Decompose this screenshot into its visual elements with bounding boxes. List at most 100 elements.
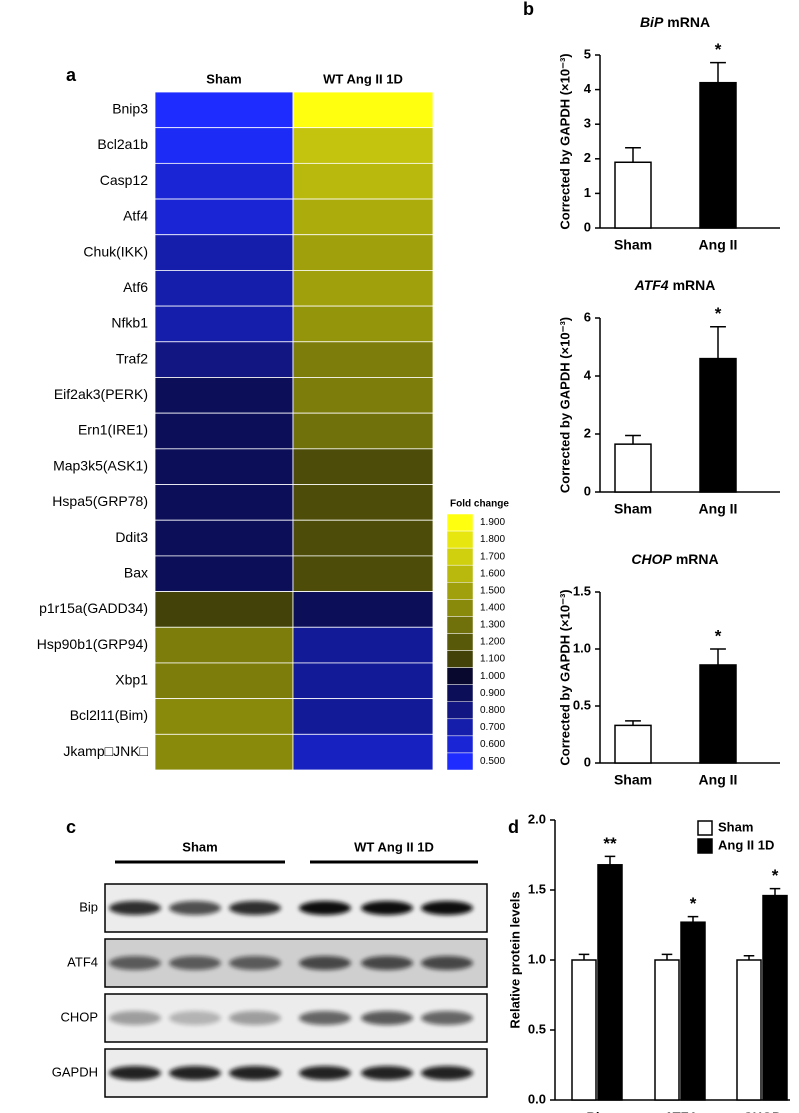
row-label: Traf2 <box>116 350 148 366</box>
y-tick-label: 0 <box>584 754 591 769</box>
heatmap-cell <box>292 591 434 628</box>
bar <box>597 864 623 1101</box>
heatmap-cell <box>292 270 434 307</box>
heatmap-cell <box>154 591 294 628</box>
error-bar <box>769 887 781 896</box>
row-label: Nfkb1 <box>111 315 148 331</box>
blot-band <box>299 956 351 970</box>
blot-band <box>299 901 351 915</box>
x-tick-label: ATF4 <box>664 1109 696 1113</box>
panel-label: b <box>523 0 534 19</box>
y-tick-label: 2 <box>584 150 591 165</box>
group-label: WT Ang II 1D <box>354 839 434 854</box>
x-tick-label: Sham <box>614 501 652 517</box>
blot-row-label: CHOP <box>60 1009 98 1024</box>
heatmap-cell <box>154 341 294 378</box>
error-bar <box>604 855 616 865</box>
blot-band <box>229 956 281 970</box>
blot-band <box>109 956 161 970</box>
row-label: Bnip3 <box>112 101 148 117</box>
error-bar <box>687 915 699 923</box>
row-label: Bcl2a1b <box>97 136 148 152</box>
x-tick-label: Sham <box>614 237 652 253</box>
error-bar <box>710 61 726 83</box>
error-bar <box>625 146 641 163</box>
y-tick-label: 3 <box>584 116 591 131</box>
y-tick-label: 0 <box>584 483 591 498</box>
heatmap-cell <box>292 698 434 735</box>
blot-frame <box>104 993 488 1043</box>
x-tick-label: Ang II <box>699 772 738 788</box>
y-axis-label: Relative protein levels <box>507 891 522 1028</box>
y-tick-label: 0.5 <box>573 697 591 712</box>
heatmap-cell <box>154 377 294 414</box>
colorbar-step <box>446 599 474 617</box>
blot-band <box>169 1066 221 1080</box>
colorbar-title: Fold change <box>450 499 509 510</box>
colorbar-label: 1.300 <box>480 620 505 631</box>
colorbar-step <box>446 701 474 720</box>
bar <box>762 894 788 1101</box>
significance: * <box>690 894 697 913</box>
legend-swatch <box>697 820 713 836</box>
blot-band <box>299 1011 351 1025</box>
y-tick-label: 5 <box>584 46 591 61</box>
x-tick-label: CHOP <box>743 1109 781 1113</box>
error-bar <box>625 434 641 445</box>
panel-label: c <box>66 817 76 837</box>
colorbar-step <box>446 564 474 583</box>
error-bar <box>625 720 641 726</box>
colorbar-label: 0.900 <box>480 688 505 699</box>
chart-title: CHOP mRNA <box>631 551 718 567</box>
colorbar-step <box>446 530 474 549</box>
bar <box>699 81 737 229</box>
heatmap-cell <box>154 626 294 664</box>
row-label: Chuk(IKK) <box>83 243 148 259</box>
y-tick-label: 4 <box>584 81 592 96</box>
heatmap-cell <box>154 270 294 307</box>
gene-name: CHOP <box>631 551 672 567</box>
colorbar-label: 1.800 <box>480 534 505 545</box>
y-tick-label: 0 <box>584 219 591 234</box>
heatmap-cell <box>292 662 434 700</box>
colorbar-step <box>446 513 474 532</box>
heatmap-cell <box>154 698 294 735</box>
colorbar-step <box>446 650 474 668</box>
row-label: Jkamp□JNK□ <box>63 743 148 759</box>
heatmap-cell <box>292 198 434 236</box>
blot-band <box>109 1011 161 1025</box>
colorbar-step <box>446 735 474 754</box>
heatmap-cell <box>154 198 294 236</box>
colorbar-label: 0.800 <box>480 705 505 716</box>
x-tick-label: Bip <box>587 1109 608 1113</box>
bar <box>614 443 652 493</box>
y-axis-label: Corrected by GAPDH (×10⁻³) <box>557 317 572 493</box>
heatmap-cell <box>154 519 294 557</box>
y-tick-label: 1.0 <box>573 640 591 655</box>
row-label: p1r15a(GADD34) <box>39 600 148 616</box>
heatmap-cell <box>154 162 294 200</box>
y-tick-label: 0.5 <box>528 1021 546 1036</box>
colorbar-step <box>446 667 474 685</box>
heatmap-cell <box>154 127 294 164</box>
blot-band <box>169 1011 221 1025</box>
colorbar-label: 0.700 <box>480 722 505 733</box>
y-tick-label: 2.0 <box>528 811 546 826</box>
column-header: WT Ang II 1D <box>323 71 403 86</box>
y-tick-label: 1.5 <box>528 881 546 896</box>
bar <box>680 921 706 1101</box>
row-label: Atf4 <box>123 208 148 224</box>
x-tick-label: Sham <box>614 772 652 788</box>
blot-row-label: Bip <box>79 899 98 914</box>
x-tick-label: Ang II <box>699 237 738 253</box>
legend-swatch <box>697 838 713 854</box>
colorbar-step <box>446 633 474 651</box>
y-tick-label: 4 <box>584 367 592 382</box>
heatmap-cell <box>154 305 294 343</box>
heatmap-cell <box>292 555 434 592</box>
colorbar-step <box>446 752 474 771</box>
blot-band <box>169 956 221 970</box>
row-label: Ern1(IRE1) <box>78 422 148 438</box>
heatmap-cell <box>154 91 294 129</box>
